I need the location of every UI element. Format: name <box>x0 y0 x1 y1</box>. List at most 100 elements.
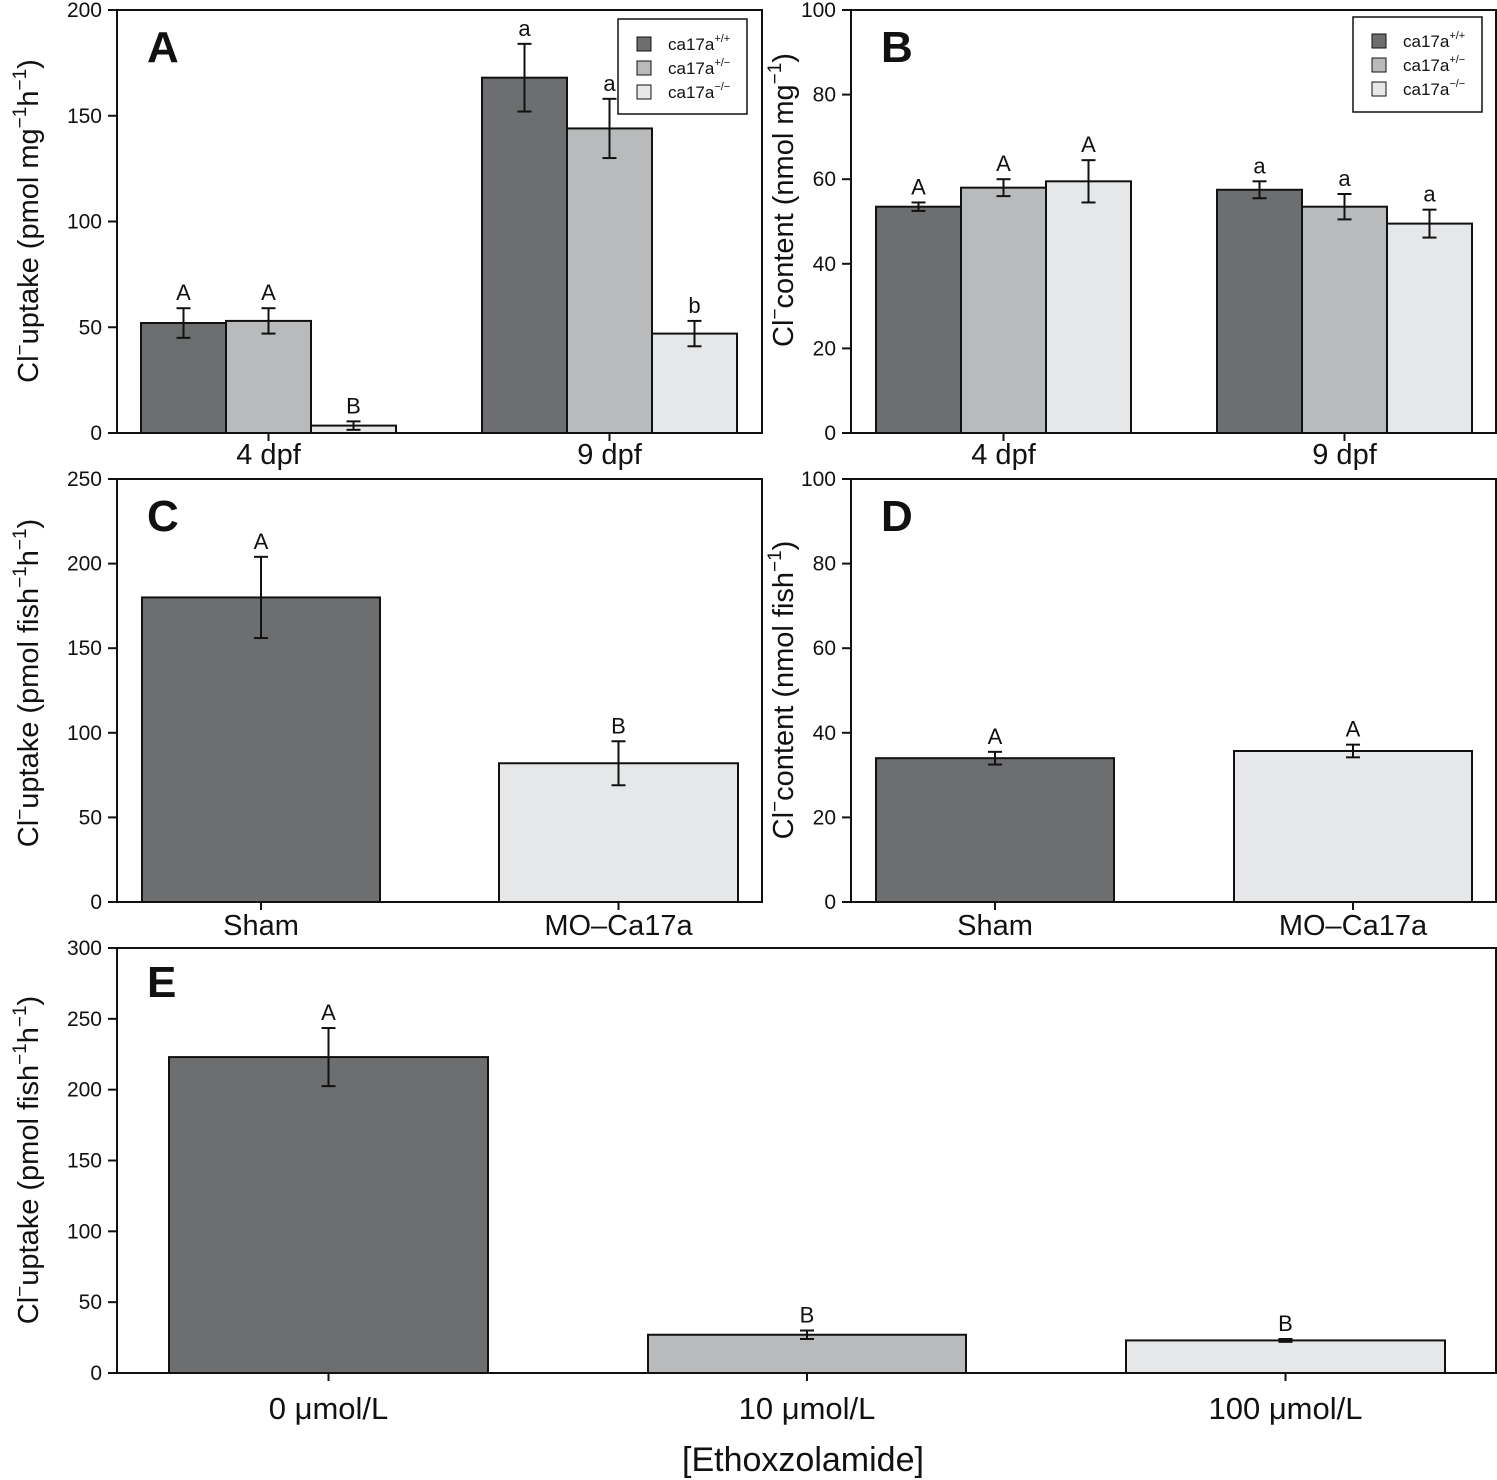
panel-label: E <box>147 958 176 1007</box>
legend-entry: ca17a−/− <box>1403 78 1465 99</box>
y-tick-label: 100 <box>801 0 836 22</box>
y-tick-label: 200 <box>67 1079 102 1102</box>
significance-letter: a <box>518 16 531 41</box>
bar <box>141 596 381 903</box>
x-tick-label: MO–Ca17a <box>544 910 693 942</box>
y-tick-label: 60 <box>813 168 836 191</box>
y-tick-label: 0 <box>824 891 836 914</box>
bars: A A Aa a a <box>875 132 1473 434</box>
x-tick-label: Sham <box>223 910 299 942</box>
legend-entry: ca17a+/− <box>1403 54 1465 75</box>
bar <box>140 322 227 434</box>
y-tick-label: 200 <box>67 553 102 576</box>
y-tick-label: 100 <box>67 1220 102 1243</box>
bars: AB <box>141 529 739 903</box>
y-ticks: 0 20 40 60 80 100 4 dpf 9 dpf <box>801 0 1378 471</box>
bar <box>651 332 738 434</box>
y-tick-label: 250 <box>67 1008 102 1031</box>
y-tick-label: 40 <box>813 722 836 745</box>
significance-letter: B <box>346 393 361 418</box>
legend-entry: ca17a+/+ <box>1403 30 1465 51</box>
x-tick-label: 4 dpf <box>236 439 301 471</box>
x-tick-label: MO–Ca17a <box>1279 910 1428 942</box>
x-tick-label: 9 dpf <box>1312 439 1377 471</box>
y-tick-label: 60 <box>813 637 836 660</box>
y-tick-label: 150 <box>67 637 102 660</box>
bar <box>1045 180 1132 434</box>
y-tick-label: 100 <box>67 722 102 745</box>
significance-letter: a <box>1253 153 1266 178</box>
significance-letter: A <box>996 151 1011 176</box>
panel-e: 0 50 100 150 200 250 300 0 μmol/L 10 μmol/L 100 μ… <box>10 937 1497 1479</box>
y-tick-label: 50 <box>79 1291 102 1314</box>
y-ticks: 0 50 100 150 200 250 Sham MO–Ca17a <box>67 468 694 942</box>
x-tick-label: 10 μmol/L <box>739 1391 876 1426</box>
bar <box>647 1333 967 1374</box>
y-tick-label: 40 <box>813 253 836 276</box>
legend-swatch-dark <box>636 36 652 52</box>
y-tick-label: 100 <box>67 211 102 234</box>
plot-frame <box>850 478 1497 903</box>
bar <box>875 757 1115 903</box>
legend-entry: ca17a−/− <box>668 81 730 102</box>
y-tick-label: 20 <box>813 337 836 360</box>
legend-entry: ca17a+/+ <box>668 33 730 54</box>
bar <box>168 1056 489 1375</box>
significance-letter: A <box>911 174 926 199</box>
y-ticks: 0 50 100 150 200 250 300 0 μmol/L 10 μmol/L 100 μ… <box>67 937 1363 1426</box>
x-tick-label: Sham <box>957 910 1033 942</box>
significance-letter: b <box>688 293 700 318</box>
legend: ca17a+/+ ca17a+/− ca17a−/− <box>1352 16 1483 113</box>
bar <box>1233 749 1473 904</box>
y-tick-label: 300 <box>67 937 102 960</box>
bar <box>960 186 1047 434</box>
y-axis-label: Cl−content (nmol fish−1) <box>765 541 800 840</box>
plot-frame <box>850 9 1497 434</box>
significance-letter: B <box>611 713 626 738</box>
significance-letter: A <box>176 280 191 305</box>
x-tick-label: 4 dpf <box>971 439 1036 471</box>
x-tick-label: 0 μmol/L <box>269 1391 389 1426</box>
bars: A A Ba a b <box>140 16 738 435</box>
y-tick-label: 80 <box>813 553 836 576</box>
bar <box>1301 205 1388 434</box>
y-tick-label: 80 <box>813 84 836 107</box>
y-tick-label: 0 <box>90 422 102 445</box>
y-axis-label: Cl−content (nmol mg−1) <box>765 53 800 347</box>
significance-letter: A <box>254 529 269 554</box>
y-tick-label: 0 <box>90 1362 102 1385</box>
panel-label: B <box>881 23 913 72</box>
y-ticks: 0 20 40 60 80 100 Sham MO–Ca17a <box>801 468 1428 942</box>
y-tick-label: 250 <box>67 468 102 491</box>
y-tick-label: 0 <box>90 891 102 914</box>
bar <box>225 319 312 434</box>
bar <box>1216 188 1303 434</box>
y-tick-label: 50 <box>79 316 102 339</box>
significance-letter: A <box>321 1000 336 1025</box>
plot-frame <box>116 478 763 903</box>
x-tick-label: 9 dpf <box>577 439 642 471</box>
bar <box>1386 222 1473 434</box>
significance-letter: B <box>1278 1311 1293 1336</box>
y-tick-label: 0 <box>824 422 836 445</box>
significance-letter: B <box>800 1303 815 1328</box>
bar <box>481 76 568 435</box>
y-tick-label: 100 <box>801 468 836 491</box>
y-tick-label: 200 <box>67 0 102 22</box>
bar <box>875 205 962 434</box>
panel-label: C <box>147 492 179 541</box>
legend-swatch-dark <box>1371 33 1387 49</box>
y-axis-label: Cl−uptake (pmol fish−1h−1) <box>10 996 45 1324</box>
significance-letter: A <box>1346 717 1361 742</box>
y-tick-label: 150 <box>67 105 102 128</box>
legend: ca17a+/+ ca17a+/− ca17a−/− <box>617 18 748 115</box>
x-tick-label: 100 μmol/L <box>1208 1391 1362 1426</box>
y-ticks: 0 50 100 150 200 4 dpf 9 dpf <box>67 0 643 471</box>
bar <box>1125 1339 1446 1374</box>
y-tick-label: 150 <box>67 1150 102 1173</box>
bars: A B B <box>168 1000 1446 1375</box>
